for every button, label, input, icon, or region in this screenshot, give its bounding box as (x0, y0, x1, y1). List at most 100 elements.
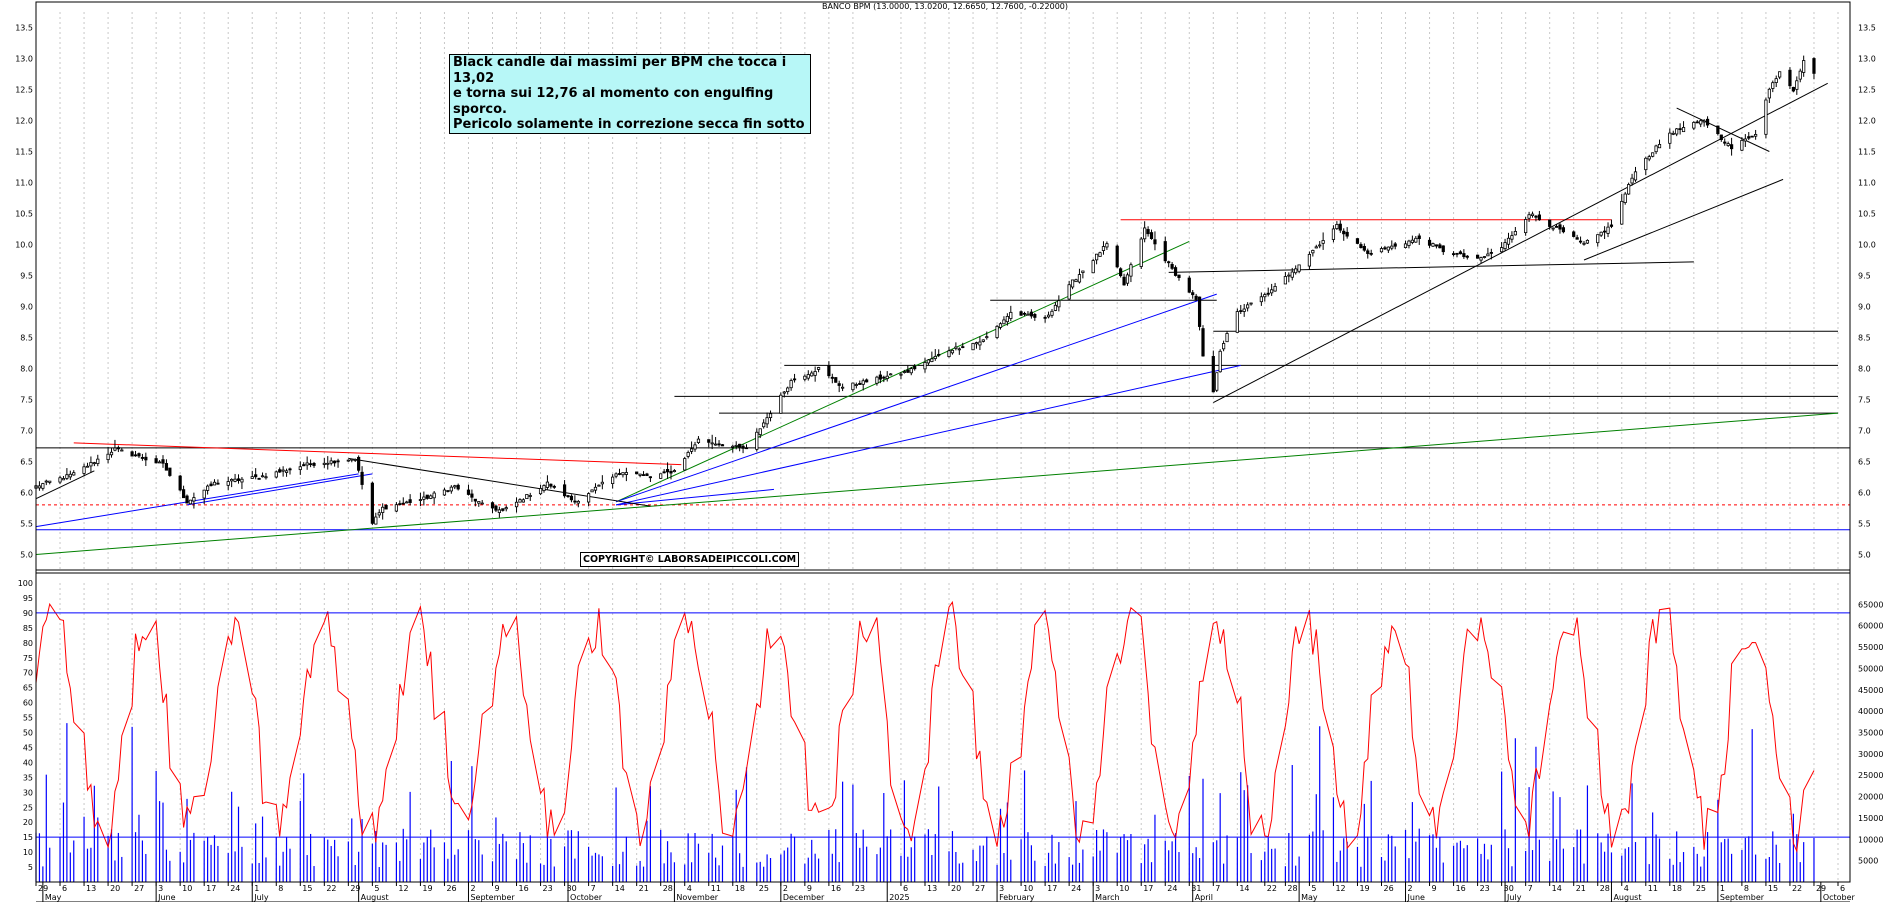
candle-body (1053, 304, 1058, 311)
candle (1321, 232, 1325, 250)
candle (1077, 268, 1082, 284)
x-axis-ticks: 2961320273101724181522295121926291623307… (35, 881, 1856, 902)
candle-body (85, 465, 90, 468)
candle (810, 370, 814, 377)
candle-body (1307, 253, 1312, 267)
x-tick-day: 6 (903, 884, 908, 893)
candle (1163, 236, 1167, 264)
x-tick-day: 11 (1648, 884, 1658, 893)
candle-body (394, 504, 399, 512)
candle (957, 347, 961, 355)
candle-body (1609, 224, 1614, 227)
candle-body (1633, 171, 1638, 181)
candle-body (206, 485, 210, 491)
candle (621, 472, 625, 478)
candle-body (1211, 356, 1215, 393)
candle-body (930, 358, 934, 362)
candle-body (1201, 328, 1205, 357)
candle (937, 349, 941, 358)
candle (1630, 173, 1634, 186)
candle (1802, 55, 1806, 77)
oscillator-tick: 70 (23, 669, 33, 678)
candle-body (542, 485, 546, 491)
x-tick-day: 18 (735, 884, 745, 893)
candle (89, 456, 93, 473)
candle-body (1427, 239, 1432, 246)
candle (202, 489, 206, 505)
candle-body (288, 468, 292, 471)
candle (707, 439, 711, 448)
candle (1043, 315, 1047, 323)
candle (233, 473, 237, 483)
oscillator-tick: 80 (23, 639, 33, 648)
x-month-label: June (157, 893, 176, 902)
candle (1211, 350, 1215, 393)
candle (497, 506, 501, 518)
candle (1033, 312, 1037, 321)
candle-body (302, 464, 306, 467)
candle (370, 481, 374, 526)
candle-body (1043, 316, 1047, 319)
candle (830, 373, 834, 384)
candle-body (305, 462, 309, 466)
candle-body (1692, 122, 1696, 129)
candle (779, 392, 783, 414)
x-tick-day: 14 (1239, 884, 1249, 893)
price-tick-right: 12.5 (1858, 86, 1876, 95)
candle (562, 480, 567, 498)
x-tick-day: 27 (975, 884, 985, 893)
candle-body (1177, 274, 1181, 278)
candle-body (480, 502, 484, 505)
price-tick-left: 11.5 (15, 148, 33, 157)
trend-line (348, 457, 651, 507)
candle-body (260, 475, 265, 478)
candle (504, 505, 508, 512)
x-tick-day: 9 (495, 884, 500, 893)
x-tick-day: 10 (1119, 884, 1129, 893)
price-tick-left: 6.0 (20, 489, 33, 498)
candle (1407, 239, 1411, 249)
candle-body (1321, 240, 1325, 244)
candle (1719, 134, 1723, 142)
candle-body (377, 512, 381, 516)
candle-body (1582, 242, 1586, 245)
x-tick-day: 23 (1480, 884, 1490, 893)
candle-body (336, 460, 340, 463)
candle-body (947, 350, 951, 358)
x-tick-day: 29 (350, 884, 360, 893)
candle (408, 494, 412, 506)
x-tick-day: 1 (254, 884, 259, 893)
x-tick-day: 18 (1672, 884, 1682, 893)
candle (44, 479, 48, 486)
volume-tick: 50000 (1858, 664, 1883, 673)
candle-body (714, 443, 718, 446)
candle (1091, 258, 1095, 274)
candle-body (82, 466, 86, 474)
candle-body (1438, 244, 1442, 249)
candle-body (525, 494, 529, 500)
candle (882, 375, 886, 383)
candle (1390, 240, 1394, 251)
candle (1486, 247, 1490, 257)
candle (68, 470, 72, 480)
candle-body (418, 499, 423, 501)
candle-body (971, 343, 975, 351)
x-tick-day: 31 (1191, 884, 1201, 893)
candle-body (573, 500, 577, 503)
candle-body (789, 380, 793, 389)
trendlines (35, 82, 1850, 555)
candle (1812, 57, 1816, 80)
x-tick-day: 22 (1792, 884, 1802, 893)
candle-body (1125, 274, 1130, 284)
price-tick-right: 11.5 (1858, 148, 1876, 157)
x-tick-day: 12 (398, 884, 408, 893)
copyright-label: COPYRIGHT© LABORSADEIPICCOLI.COM (580, 552, 800, 567)
candle (85, 462, 90, 468)
price-tick-left: 5.0 (20, 551, 33, 560)
candle (381, 503, 385, 520)
candle-body (1778, 71, 1782, 78)
oscillator-panel-frame (35, 569, 1851, 883)
oscillator-tick: 95 (23, 594, 33, 603)
candle-body (569, 495, 574, 501)
candle-body (178, 475, 182, 491)
